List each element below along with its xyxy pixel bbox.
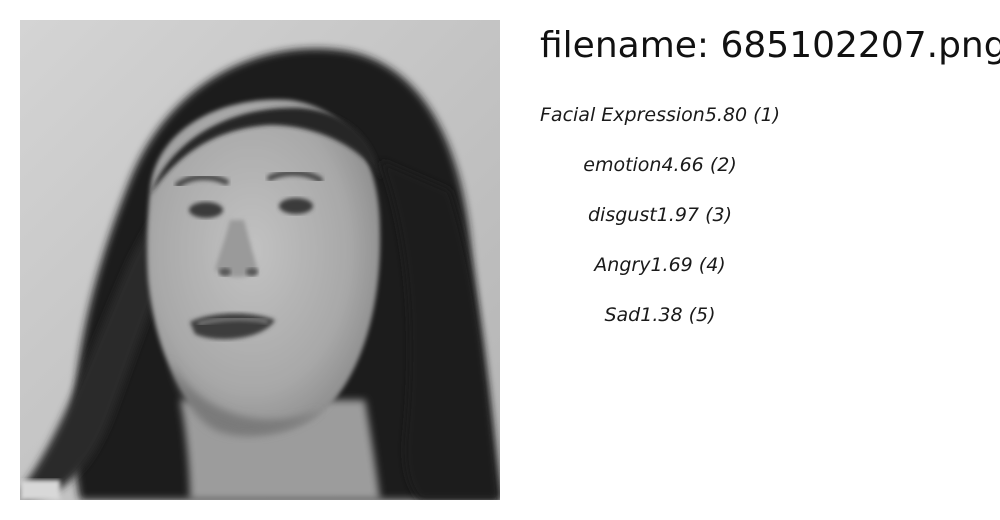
score-label: emotion xyxy=(583,154,662,176)
score-value: 1.69 xyxy=(650,254,693,276)
score-value: 1.97 xyxy=(656,204,700,226)
score-row: disgust1.97 (3) xyxy=(540,200,780,230)
score-rank: (4) xyxy=(698,254,726,276)
score-value: 4.66 xyxy=(661,154,704,176)
filename-title: filename: 685102207.png xyxy=(540,25,1000,66)
score-label: disgust xyxy=(588,204,657,226)
score-rank: (5) xyxy=(688,304,716,326)
score-row: Facial Expression5.80 (1) xyxy=(540,100,780,130)
face-photo xyxy=(20,20,500,500)
score-row: Angry1.69 (4) xyxy=(540,250,780,280)
score-value: 5.80 xyxy=(704,104,748,126)
score-rank: (2) xyxy=(709,154,737,176)
score-rank: (3) xyxy=(705,204,732,226)
score-row: emotion4.66 (2) xyxy=(540,150,780,180)
score-row: Sad1.38 (5) xyxy=(540,300,780,330)
score-label: Sad xyxy=(604,304,641,326)
face-photo-graphic xyxy=(20,20,500,500)
score-rank: (1) xyxy=(753,104,781,126)
score-value: 1.38 xyxy=(640,304,683,326)
score-label: Facial Expression xyxy=(540,104,705,126)
score-label: Angry xyxy=(594,254,651,276)
